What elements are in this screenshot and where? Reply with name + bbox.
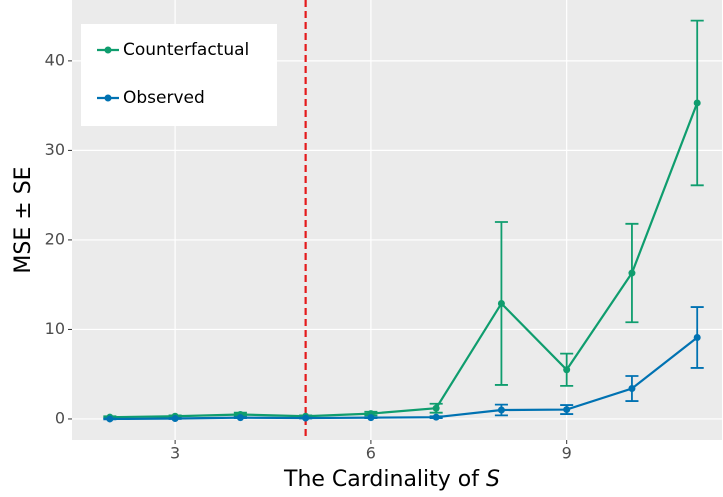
y-tick-label: 40: [45, 50, 65, 69]
point: [106, 415, 114, 423]
y-axis-title: MSE ± SE: [11, 166, 36, 273]
y-tick-label: 0: [55, 408, 65, 427]
x-title-text: The Cardinality of: [283, 467, 480, 492]
point: [628, 269, 636, 277]
x-title-var: S: [486, 467, 500, 492]
legend-label: Observed: [123, 88, 205, 108]
point: [432, 404, 440, 412]
point: [563, 406, 571, 414]
y-tick-label: 30: [45, 140, 65, 159]
point: [302, 414, 310, 422]
point: [171, 415, 179, 423]
point: [693, 333, 701, 341]
legend-point: [104, 46, 112, 54]
point: [497, 406, 505, 414]
x-tick-label: 9: [562, 444, 572, 463]
y-tick-label: 10: [45, 319, 65, 338]
point: [628, 385, 636, 393]
series-line: [109, 102, 699, 419]
point: [236, 414, 244, 422]
point: [367, 414, 375, 422]
point: [432, 413, 440, 421]
x-tick-label: 3: [170, 444, 180, 463]
legend-box: [81, 24, 277, 126]
point: [497, 299, 505, 307]
legend-point: [104, 94, 112, 102]
point: [563, 366, 571, 374]
x-axis-title: The Cardinality of S: [283, 467, 500, 492]
point: [693, 99, 701, 107]
legend-label: Counterfactual: [123, 40, 249, 60]
x-tick-label: 6: [366, 444, 376, 463]
series-line: [109, 336, 698, 421]
y-tick-label: 20: [45, 229, 65, 248]
